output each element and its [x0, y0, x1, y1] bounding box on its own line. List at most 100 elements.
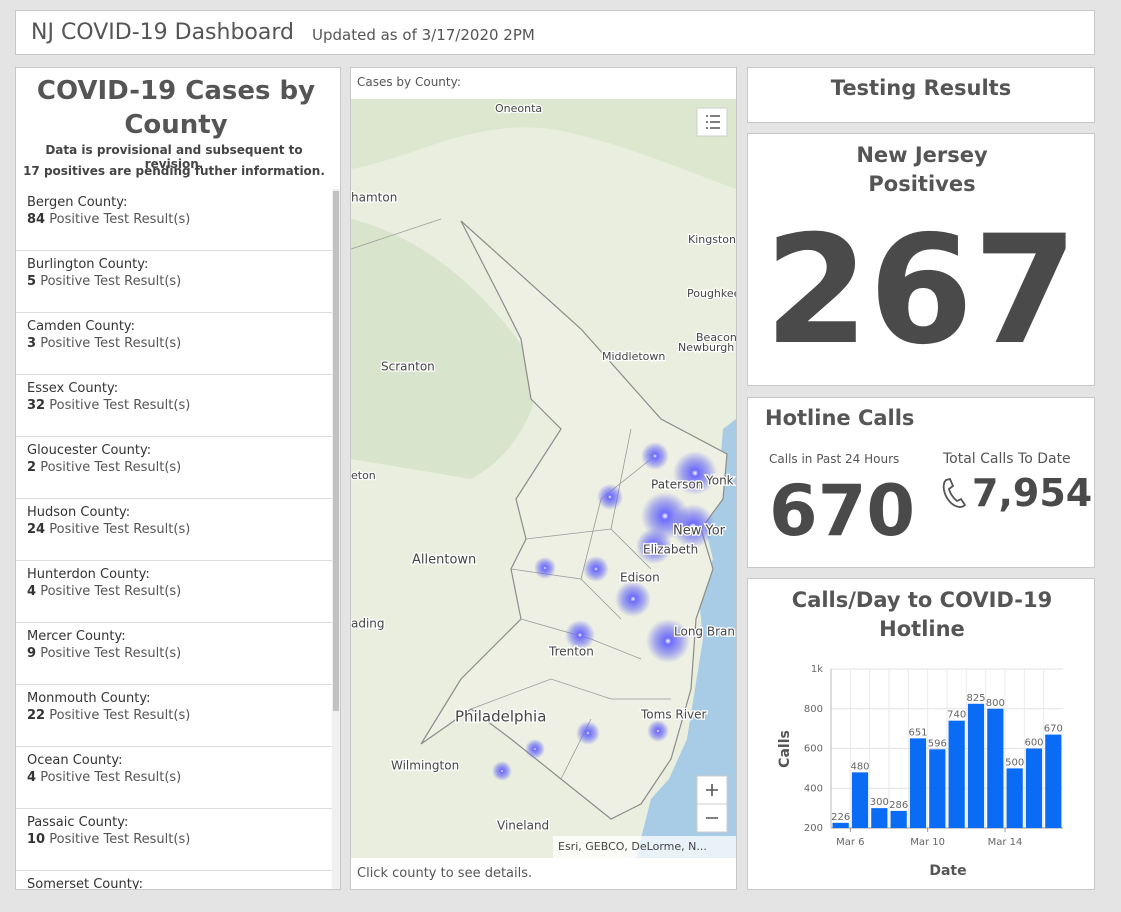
map-label: Poughkee	[687, 287, 736, 300]
bar-value-label: 740	[947, 710, 966, 721]
map-label: Paterson	[651, 478, 703, 492]
hotline-panel: Hotline Calls Calls in Past 24 Hours 670…	[747, 397, 1095, 568]
heat-layer	[492, 442, 717, 781]
count-suffix: Positive Test Result(s)	[49, 212, 191, 227]
bar-value-label: 596	[928, 738, 947, 749]
county-item[interactable]: Essex County: 32 Positive Test Result(s)	[16, 375, 332, 437]
map-label: Wilmington	[391, 759, 459, 773]
chart-panel: Calls/Day to COVID-19 Hotline Calls Date…	[747, 578, 1095, 890]
county-count: 2 Positive Test Result(s)	[27, 460, 181, 475]
map-label: Allentown	[412, 553, 476, 568]
bar-value-label: 825	[966, 693, 985, 704]
hotline-title: Hotline Calls	[765, 406, 915, 430]
map-label: Edison	[620, 571, 660, 585]
map-title: Cases by County:	[357, 75, 461, 89]
count-suffix: Positive Test Result(s)	[40, 584, 182, 599]
phone-icon	[942, 477, 967, 508]
y-axis-label: Calls	[777, 730, 793, 768]
bar-value-label: 800	[986, 698, 1005, 709]
testing-title: Testing Results	[830, 76, 1012, 100]
bar	[909, 738, 927, 828]
county-count: 9 Positive Test Result(s)	[27, 646, 181, 661]
county-item[interactable]: Burlington County: 5 Positive Test Result…	[16, 251, 332, 313]
note: 17 positives are pending futher informat…	[23, 164, 325, 178]
total-value: 7,954	[972, 471, 1093, 515]
county-count: 84 Positive Test Result(s)	[27, 212, 190, 227]
county-name: Somerset County:	[27, 877, 143, 890]
past-label: Calls in Past 24 Hours	[769, 452, 900, 466]
county-item[interactable]: Mercer County: 9 Positive Test Result(s)	[16, 623, 332, 685]
terrain	[351, 99, 736, 189]
map[interactable]: Esri, GEBCO, DeLorme, N... Oneonta hamton…	[351, 99, 736, 858]
heat-spot	[597, 484, 623, 510]
count-suffix: Positive Test Result(s)	[49, 522, 191, 537]
county-name: Mercer County:	[27, 629, 126, 644]
cases-panel: COVID-19 Cases by County Data is provisi…	[15, 67, 341, 890]
attribution-bg	[553, 836, 736, 858]
map-label: New Yor	[673, 524, 726, 539]
positives-value: 267	[764, 204, 1078, 378]
count-suffix: Positive Test Result(s)	[40, 770, 182, 785]
y-tick-label: 200	[804, 823, 823, 834]
county-item[interactable]: Gloucester County: 2 Positive Test Result…	[16, 437, 332, 499]
county-name: Gloucester County:	[27, 443, 152, 458]
map-label: hamton	[351, 191, 397, 205]
bar	[987, 708, 1004, 828]
count-value: 10	[27, 832, 46, 847]
county-item[interactable]: Ocean County: 4 Positive Test Result(s)	[16, 747, 332, 809]
map-label: Elizabeth	[643, 543, 698, 557]
count-suffix: Positive Test Result(s)	[49, 708, 191, 723]
county-item[interactable]: Monmouth County: 22 Positive Test Result(…	[16, 685, 332, 747]
map-label: ading	[351, 617, 385, 631]
map-label: Philadelphia	[455, 708, 546, 726]
count-value: 9	[27, 646, 37, 661]
bar	[832, 822, 849, 828]
county-list[interactable]: Bergen County: 84 Positive Test Result(s)…	[16, 189, 332, 890]
county-item[interactable]: Bergen County: 84 Positive Test Result(s)	[16, 189, 332, 251]
heat-spot	[576, 721, 600, 745]
bar	[967, 703, 985, 828]
county-count: 4 Positive Test Result(s)	[27, 770, 181, 785]
chart-title: Calls/Day to COVID-19 Hotline	[791, 588, 1053, 641]
y-tick-label: 400	[804, 783, 823, 794]
scrollbar-thumb[interactable]	[333, 191, 339, 711]
map-label: Oneonta	[495, 102, 542, 115]
map-label: Beacon	[696, 331, 736, 344]
map-label: Kingston	[688, 233, 736, 246]
count-value: 24	[27, 522, 46, 537]
count-suffix: Positive Test Result(s)	[40, 460, 182, 475]
county-name: Essex County:	[27, 381, 119, 396]
county-item[interactable]: Camden County: 3 Positive Test Result(s)	[16, 313, 332, 375]
county-name: Monmouth County:	[27, 691, 151, 706]
bar-value-label: 480	[850, 761, 869, 772]
y-tick-label: 1k	[811, 664, 823, 675]
terrain	[351, 219, 537, 479]
bar-value-label: 651	[908, 727, 927, 738]
county-item[interactable]: Hunterdon County: 4 Positive Test Result(…	[16, 561, 332, 623]
count-value: 22	[27, 708, 46, 723]
testing-panel: Testing Results	[747, 67, 1095, 123]
heat-spot	[615, 581, 651, 617]
nj-outline	[420, 220, 728, 820]
map-label: Long Bran	[674, 625, 735, 639]
map-label: Middletown	[602, 350, 665, 363]
map-panel: Cases by County: Esri, GEBCO, DeLorme, N…	[350, 67, 737, 890]
bar	[871, 808, 888, 828]
map-label: eton	[351, 469, 376, 482]
y-tick-label: 600	[804, 744, 823, 755]
bar-value-label: 600	[1024, 738, 1043, 749]
county-count: 3 Positive Test Result(s)	[27, 336, 181, 351]
county-name: Burlington County:	[27, 257, 149, 272]
county-item[interactable]: Passaic County: 10 Positive Test Result(s…	[16, 809, 332, 871]
updated-text: Updated as of 3/17/2020 2PM	[312, 26, 535, 44]
heat-spot	[636, 528, 672, 564]
positives-panel: New Jersey Positives 267	[747, 133, 1095, 386]
count-value: 5	[27, 274, 37, 289]
county-item[interactable]: Hudson County: 24 Positive Test Result(s)	[16, 499, 332, 561]
bar	[948, 720, 965, 828]
total-label: Total Calls To Date	[943, 451, 1071, 467]
heat-spot	[671, 504, 715, 548]
county-item[interactable]: Somerset County:	[16, 871, 332, 890]
dashboard-title: NJ COVID-19 Dashboard	[31, 20, 294, 45]
